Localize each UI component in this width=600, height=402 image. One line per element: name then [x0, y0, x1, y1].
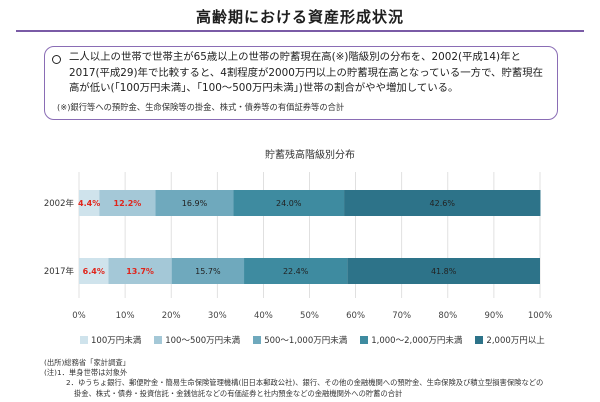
footnotes: (出所)総務省「家計調査」 (注)1．単身世帯は対象外 2．ゆうちょ銀行、郵便貯…: [44, 358, 584, 399]
stacked-bar-chart: 貯蓄残高階級別分布 4.4% 12.2% 16.9% 24.0% 42.6% 6.4% 13…: [44, 148, 552, 321]
footnote-source: (出所)総務省「家計調査」: [44, 358, 130, 367]
chart-title: 貯蓄残高階級別分布: [265, 148, 355, 161]
bar-segment: [108, 258, 172, 284]
x-tick-label: 70%: [392, 311, 411, 321]
data-label: 4.4%: [78, 199, 100, 208]
legend-item: 500～1,000万円未満: [253, 334, 347, 346]
legend-label: 100～500万円未満: [165, 336, 241, 346]
bar-segment: [171, 258, 245, 284]
footnote-note-1: (注)1．単身世帯は対象外: [44, 368, 128, 378]
legend-swatch: [80, 336, 88, 344]
bar-segment: [344, 190, 541, 216]
x-tick-label: 80%: [438, 311, 457, 321]
x-tick-label: 100%: [528, 311, 552, 321]
bullet-circle-icon: [52, 55, 61, 64]
chart-legend: 100万円未満 100～500万円未満 500～1,000万円未満 1,000～2,0…: [80, 334, 580, 346]
category-label: 2017年: [44, 266, 75, 277]
legend-item: 2,000万円以上: [475, 334, 545, 346]
data-label: 12.2%: [114, 199, 142, 208]
data-label: 24.0%: [276, 199, 302, 208]
x-tick-label: 20%: [162, 311, 181, 321]
data-label: 6.4%: [83, 267, 105, 276]
data-label: 13.7%: [126, 267, 154, 276]
bar-segment: [99, 190, 156, 216]
legend-label: 500～1,000万円未満: [264, 336, 348, 346]
bar-segment: [79, 258, 109, 284]
x-tick-label: 60%: [346, 311, 365, 321]
data-label: 16.9%: [182, 199, 208, 208]
legend-item: 1,000～2,000万円未満: [360, 334, 462, 346]
legend-label: 100万円未満: [91, 336, 142, 346]
x-tick-label: 30%: [208, 311, 227, 321]
x-tick-label: 50%: [300, 311, 319, 321]
data-label: 42.6%: [430, 199, 456, 208]
bar-segment: [244, 258, 348, 284]
data-label: 15.7%: [195, 267, 221, 276]
bar-segment: [233, 190, 345, 216]
x-tick-label: 40%: [254, 311, 273, 321]
bar-segment: [79, 190, 100, 216]
summary-text: 二人以上の世帯で世帯主が65歳以上の世帯の貯蓄現在高(※)階級別の分布を、200…: [69, 51, 544, 94]
summary-box: 二人以上の世帯で世帯主が65歳以上の世帯の貯蓄現在高(※)階級別の分布を、200…: [44, 46, 558, 120]
legend-swatch: [154, 336, 163, 344]
legend-swatch: [253, 336, 262, 344]
legend-label: 1,000～2,000万円未満: [371, 336, 463, 346]
bar-segment: [347, 258, 540, 284]
data-label: 22.4%: [283, 267, 309, 276]
footnote-note-2: 2．ゆうちょ銀行、郵便貯金・簡易生命保険管理機構(旧日本郵政公社)、銀行、その他…: [66, 378, 544, 388]
x-tick-label: 0%: [72, 311, 86, 321]
legend-label: 2,000万円以上: [486, 336, 545, 346]
legend-item: 100万円未満: [80, 334, 141, 346]
category-label: 2002年: [44, 198, 75, 209]
summary-note: (※)銀行等への預貯金、生命保険等の掛金、株式・債券等の有価証券等の合計: [57, 102, 345, 112]
x-tick-label: 10%: [116, 311, 135, 321]
x-tick-label: 90%: [484, 311, 503, 321]
title-rule: [16, 30, 584, 32]
data-label: 41.8%: [431, 267, 457, 276]
bar-segment: [155, 190, 234, 216]
legend-item: 100～500万円未満: [154, 334, 240, 346]
footnote-note-2-cont: 掛金、株式・債券・投資信託・金銭信託などの有価証券と社内預金などの金融機関外への…: [74, 388, 403, 398]
page-title: 高齢期における資産形成状況: [195, 8, 404, 26]
legend-swatch: [360, 336, 369, 344]
legend-swatch: [475, 336, 484, 344]
